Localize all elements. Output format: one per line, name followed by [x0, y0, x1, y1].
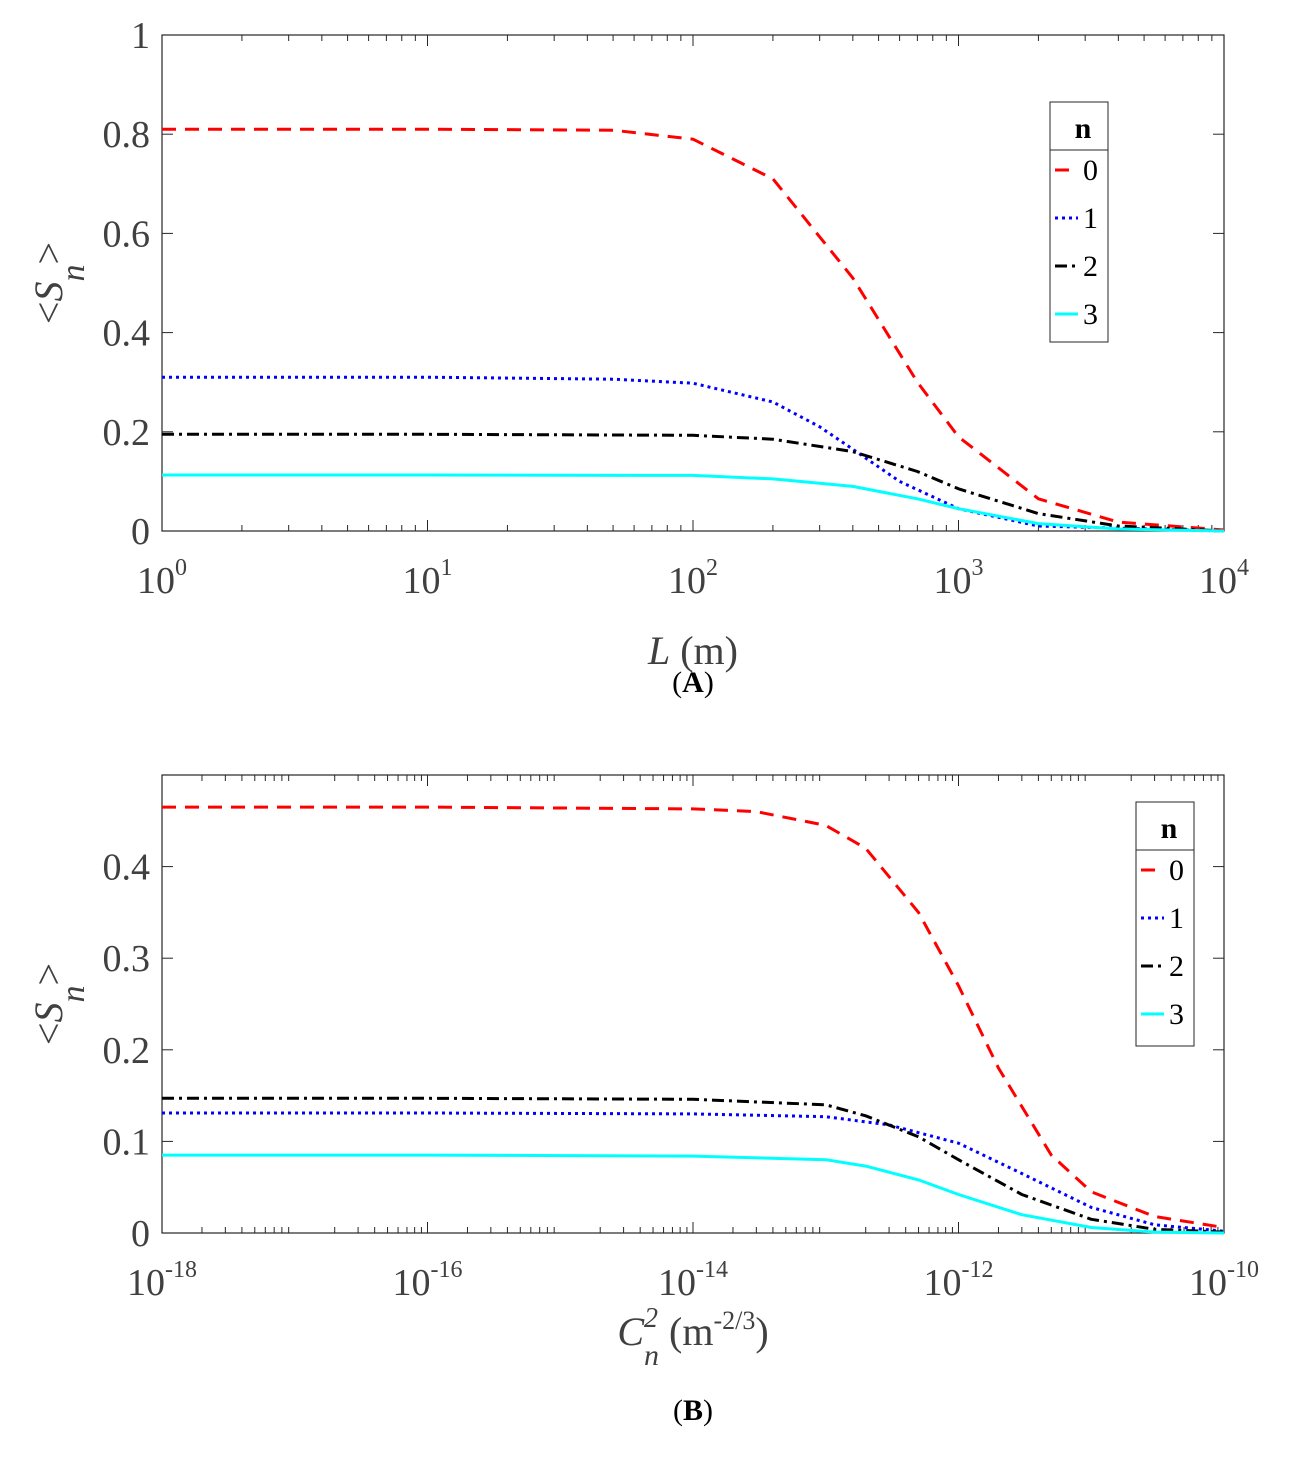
legend-title: n: [1075, 112, 1092, 145]
x-label-variable: C: [617, 1309, 645, 1354]
x-axis-label: L (m): [647, 628, 738, 673]
x-tick-exponent: -12: [962, 1257, 994, 1283]
panel-label: (B): [673, 1394, 713, 1427]
x-tick-base: 10: [1199, 560, 1237, 602]
y-axis-label: <Sn>: [26, 963, 92, 1045]
y-label-bracket: >: [26, 242, 71, 265]
x-tick-exponent: 1: [441, 555, 453, 581]
x-tick-exponent: -14: [696, 1257, 728, 1283]
y-label-bracket: >: [26, 963, 71, 986]
y-tick-label: 0: [131, 511, 150, 553]
y-tick-label: 0.6: [103, 213, 151, 255]
x-tick-base: 10: [924, 1262, 962, 1304]
x-tick-label: 10-12: [924, 1257, 994, 1304]
series-line-n2: [162, 1096, 1225, 1234]
legend-entry-label: 1: [1083, 202, 1098, 235]
x-label-unit-exponent: -2/3: [713, 1306, 755, 1335]
x-tick-exponent: -18: [165, 1257, 197, 1283]
series-line-n1: [162, 1111, 1225, 1233]
x-label-variable: L: [647, 628, 670, 673]
legend-entry-label: 1: [1169, 902, 1184, 935]
axes-box: [161, 774, 1225, 1234]
legend-entry-label: 0: [1083, 154, 1098, 187]
x-tick-exponent: 4: [1237, 555, 1249, 581]
y-axis-label: <Sn>: [26, 242, 92, 324]
x-axis-label: C2 n (m-2/3): [617, 1303, 768, 1372]
x-label-superscript: 2: [644, 1303, 658, 1334]
legend-entry-label: 2: [1169, 950, 1184, 983]
legend-title: n: [1161, 812, 1178, 845]
legend: n 0 1 2 3: [1135, 801, 1195, 1047]
x-tick-label: 104: [1199, 555, 1249, 602]
legend: n 0 1 2 3: [1049, 101, 1109, 343]
y-tick-label: 0.2: [103, 412, 151, 454]
x-tick-base: 10: [934, 560, 972, 602]
y-label-variable: S: [26, 282, 71, 302]
legend-box: [1135, 801, 1195, 1047]
x-tick-label: 103: [934, 555, 984, 602]
legend-entry-label: 0: [1169, 854, 1184, 887]
y-label-bracket: <: [26, 302, 71, 325]
x-label-unit: ): [755, 1309, 768, 1354]
x-tick-base: 10: [1189, 1262, 1227, 1304]
x-tick-base: 10: [668, 560, 706, 602]
x-tick-base: 10: [393, 1262, 431, 1304]
y-tick-label: 0: [131, 1213, 150, 1255]
x-tick-label: 10-10: [1189, 1257, 1259, 1304]
series-line-n3: [162, 1153, 1225, 1235]
y-tick-label: 0.4: [103, 313, 151, 355]
y-label-subscript: n: [55, 986, 92, 1003]
series-line-n0: [162, 127, 1225, 532]
y-label-variable: S: [26, 1003, 71, 1023]
x-label-subscript: n: [644, 1339, 659, 1372]
x-label-unit: (m: [659, 1309, 713, 1354]
x-tick-exponent: -10: [1227, 1257, 1259, 1283]
y-tick-label: 0.1: [103, 1121, 151, 1163]
y-tick-label: 0.2: [103, 1030, 151, 1072]
series-line-n2: [162, 432, 1225, 533]
x-tick-base: 10: [658, 1262, 696, 1304]
legend-box: [1049, 101, 1109, 343]
x-tick-exponent: 2: [706, 555, 718, 581]
panel-paren: (: [673, 1394, 683, 1427]
x-tick-label: 100: [137, 555, 187, 602]
x-tick-base: 10: [403, 560, 441, 602]
series-line-n3: [162, 473, 1225, 533]
x-tick-label: 101: [403, 555, 453, 602]
legend-entry-label: 2: [1083, 250, 1098, 283]
x-label-unit: (m): [670, 628, 738, 673]
x-tick-label: 102: [668, 555, 718, 602]
panel-label: (A): [672, 666, 714, 699]
panel-letter: B: [683, 1394, 703, 1427]
series-line-n0: [162, 805, 1225, 1229]
x-tick-exponent: 0: [175, 555, 187, 581]
x-tick-label: 10-18: [127, 1257, 197, 1304]
x-tick-label: 10-14: [658, 1257, 728, 1304]
y-label-subscript: n: [55, 265, 92, 282]
x-tick-base: 10: [127, 1262, 165, 1304]
legend-entry-label: 3: [1169, 998, 1184, 1031]
y-tick-label: 0.3: [103, 938, 151, 980]
panel-paren: ): [703, 1394, 713, 1427]
legend-entry-label: 3: [1083, 298, 1098, 331]
x-tick-base: 10: [137, 560, 175, 602]
x-tick-exponent: 3: [972, 555, 984, 581]
panel-paren: ): [704, 666, 714, 699]
y-tick-label: 1: [131, 15, 150, 57]
x-tick-label: 10-16: [393, 1257, 463, 1304]
panel-letter: A: [682, 666, 704, 699]
y-tick-label: 0.4: [103, 847, 151, 889]
y-label-bracket: <: [26, 1023, 71, 1046]
y-tick-label: 0.8: [103, 114, 151, 156]
panel-paren: (: [672, 666, 682, 699]
x-tick-exponent: -16: [431, 1257, 463, 1283]
chart-panel-B: 10-18 10-16 10-14 10-12 10-1000.10.20.30.4<S…: [26, 774, 1259, 1427]
